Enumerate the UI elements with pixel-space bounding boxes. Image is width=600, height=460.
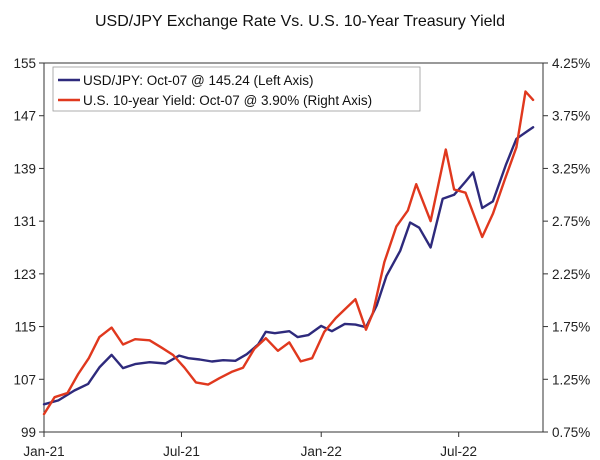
left-tick-label: 131: [13, 214, 36, 229]
x-axis: Jan-21 Jul-21 Jan-22 Jul-22: [23, 432, 477, 459]
x-tick-label: Jul-21: [163, 444, 200, 459]
right-tick-label: 3.25%: [552, 161, 590, 176]
right-tick-label: 1.25%: [552, 372, 590, 387]
right-tick-label: 1.75%: [552, 320, 590, 335]
right-tick-label: 4.25%: [552, 56, 590, 71]
legend-label-yield: U.S. 10-year Yield: Oct-07 @ 3.90% (Righ…: [83, 93, 372, 108]
left-tick-label: 139: [13, 161, 36, 176]
x-tick-label: Jul-22: [440, 444, 477, 459]
right-y-axis: 0.75% 1.25% 1.75% 2.25% 2.75% 3.25% 3.75% 4.25%: [543, 56, 590, 440]
right-tick-label: 0.75%: [552, 425, 590, 440]
series-line-yield: [42, 90, 535, 416]
plot-frame: [43, 62, 544, 433]
chart-title: USD/JPY Exchange Rate Vs. U.S. 10-Year T…: [95, 13, 505, 30]
left-tick-label: 107: [13, 372, 36, 387]
left-tick-label: 99: [21, 425, 36, 440]
series-line-usdjpy: [42, 126, 535, 406]
right-tick-label: 2.75%: [552, 214, 590, 229]
left-tick-label: 147: [13, 109, 36, 124]
left-tick-label: 115: [14, 320, 36, 335]
left-tick-label: 123: [13, 267, 36, 282]
left-tick-label: 155: [13, 56, 36, 71]
legend-box: [52, 66, 421, 112]
right-tick-label: 2.25%: [552, 267, 590, 282]
x-tick-label: Jan-21: [23, 444, 64, 459]
right-tick-label: 3.75%: [552, 109, 590, 124]
series-lines: [42, 90, 535, 416]
x-tick-label: Jan-22: [301, 444, 342, 459]
legend: USD/JPY: Oct-07 @ 145.24 (Left Axis) U.S…: [52, 66, 421, 112]
legend-label-usdjpy: USD/JPY: Oct-07 @ 145.24 (Left Axis): [83, 73, 314, 88]
left-y-axis: 99 107 115 123 131 139 147 155: [13, 56, 44, 440]
